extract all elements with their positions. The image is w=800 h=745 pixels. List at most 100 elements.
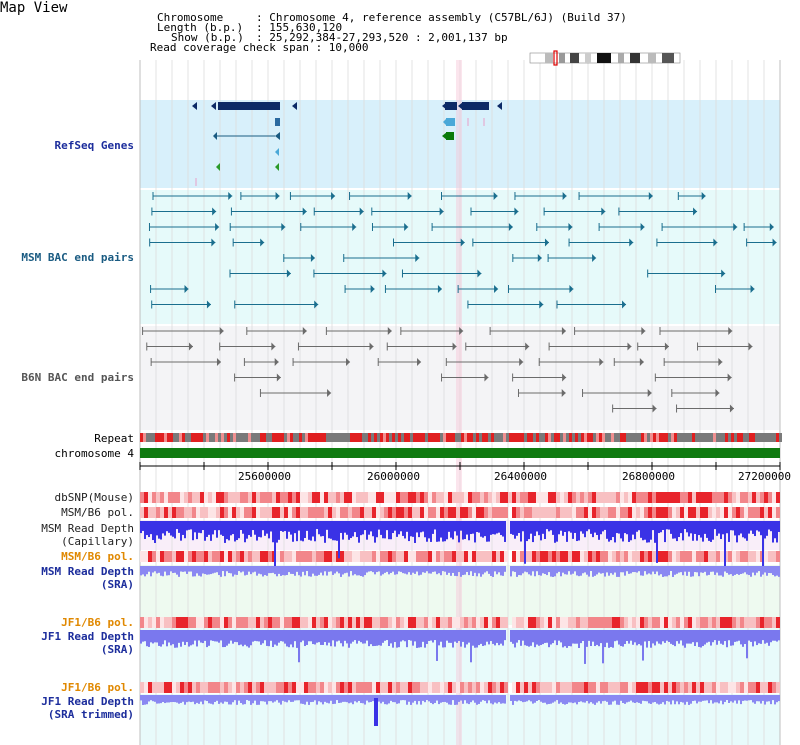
- depth-bar: [282, 630, 284, 642]
- label-repeat[interactable]: Repeat: [94, 432, 134, 445]
- heat-cell: [624, 617, 628, 628]
- heat-cell: [704, 682, 708, 693]
- depth-bar: [712, 566, 714, 572]
- depth-bar: [694, 521, 696, 534]
- heat-cell: [712, 617, 716, 628]
- chromosome-bar[interactable]: [140, 448, 780, 458]
- depth-bar: [422, 521, 424, 532]
- depth-bar: [322, 566, 324, 576]
- depth-bar: [592, 695, 594, 704]
- depth-bar: [384, 521, 386, 539]
- label-msm-b6-pol-1[interactable]: MSM/B6 pol.: [61, 506, 134, 519]
- polymorphism-heatmaps[interactable]: [140, 492, 780, 693]
- msm-bac-end-pairs[interactable]: [148, 192, 777, 309]
- label-msm-depth-sra-1[interactable]: MSM Read Depth: [41, 565, 134, 578]
- depth-bar: [232, 521, 234, 535]
- repeat-segment: [515, 433, 518, 442]
- repeat-bar[interactable]: [140, 433, 782, 442]
- heat-cell: [272, 507, 276, 518]
- heat-cell: [212, 682, 216, 693]
- depth-bar: [558, 695, 560, 704]
- heat-cell: [692, 617, 696, 628]
- heat-cell: [352, 551, 356, 562]
- heat-cell: [640, 492, 644, 503]
- depth-bar: [430, 566, 432, 574]
- heat-cell: [276, 551, 280, 562]
- repeat-segment: [674, 433, 677, 442]
- label-msm-bac[interactable]: MSM BAC end pairs: [21, 251, 134, 264]
- heat-cell: [300, 617, 304, 628]
- bac-end-arrow: [544, 238, 549, 247]
- depth-bar: [154, 630, 156, 643]
- repeat-segment: [596, 433, 599, 442]
- heat-cell: [196, 551, 200, 562]
- depth-bar: [190, 695, 192, 703]
- depth-bar: [618, 521, 620, 534]
- heat-cell: [164, 617, 168, 628]
- b6n-bac-end-pairs[interactable]: [142, 327, 753, 413]
- depth-bar: [280, 630, 282, 642]
- read-depth-histograms[interactable]: [140, 521, 780, 726]
- label-jf1-depth-trim-1[interactable]: JF1 Read Depth: [41, 695, 134, 708]
- label-jf1-b6-pol-1[interactable]: JF1/B6 pol.: [61, 616, 134, 629]
- depth-bar: [294, 630, 296, 642]
- depth-bar: [502, 630, 504, 646]
- heat-cell: [488, 492, 492, 503]
- heat-cell: [340, 492, 344, 503]
- depth-bar: [148, 521, 150, 538]
- depth-bar: [600, 630, 602, 644]
- depth-bar: [322, 695, 324, 705]
- refseq-genes[interactable]: [192, 102, 502, 186]
- label-jf1-b6-pol-2[interactable]: JF1/B6 pol.: [61, 681, 134, 694]
- depth-bar: [628, 630, 630, 644]
- heat-cell: [668, 492, 672, 503]
- heat-cell: [292, 617, 296, 628]
- depth-bar: [314, 630, 316, 645]
- depth-bar: [218, 566, 220, 576]
- depth-bar: [510, 566, 512, 577]
- depth-bar: [374, 630, 376, 646]
- label-chromosome[interactable]: chromosome 4: [54, 447, 134, 460]
- label-b6n-bac[interactable]: B6N BAC end pairs: [21, 371, 134, 384]
- heat-cell: [296, 682, 300, 693]
- label-msm-depth-capillary-1[interactable]: MSM Read Depth: [41, 522, 134, 535]
- depth-bar: [728, 695, 730, 703]
- repeat-segment: [299, 433, 302, 442]
- heat-cell: [168, 617, 172, 628]
- depth-bar: [402, 630, 404, 641]
- heat-cell: [268, 492, 272, 503]
- heat-cell: [676, 617, 680, 628]
- depth-bar: [304, 695, 306, 705]
- heat-cell: [724, 617, 728, 628]
- heat-cell: [680, 507, 684, 518]
- bac-end-arrow: [370, 285, 375, 293]
- label-msm-b6-pol-2[interactable]: MSM/B6 pol.: [61, 550, 134, 563]
- depth-bar: [490, 630, 492, 642]
- depth-bar: [422, 630, 424, 642]
- depth-bar: [560, 695, 562, 703]
- depth-bar: [540, 630, 542, 646]
- chromosome-ideogram[interactable]: [529, 50, 681, 66]
- heat-cell: [604, 617, 608, 628]
- depth-bar: [288, 521, 290, 532]
- heat-cell: [208, 507, 212, 518]
- depth-bar: [640, 521, 642, 538]
- heat-cell: [636, 551, 640, 562]
- depth-bar: [538, 521, 540, 536]
- label-dbsnp[interactable]: dbSNP(Mouse): [54, 491, 134, 504]
- depth-bar: [408, 630, 410, 641]
- heat-cell: [296, 507, 300, 518]
- depth-bar: [412, 566, 414, 573]
- depth-bar: [360, 695, 362, 704]
- heat-cell: [596, 507, 600, 518]
- heat-cell: [308, 551, 312, 562]
- label-jf1-depth-sra-1[interactable]: JF1 Read Depth: [41, 630, 134, 643]
- heat-cell: [584, 492, 588, 503]
- depth-bar: [336, 521, 338, 541]
- heat-cell: [352, 492, 356, 503]
- label-refseq-genes[interactable]: RefSeq Genes: [54, 139, 134, 152]
- depth-bar: [204, 521, 206, 541]
- heat-cell: [584, 551, 588, 562]
- repeat-segment: [527, 433, 530, 442]
